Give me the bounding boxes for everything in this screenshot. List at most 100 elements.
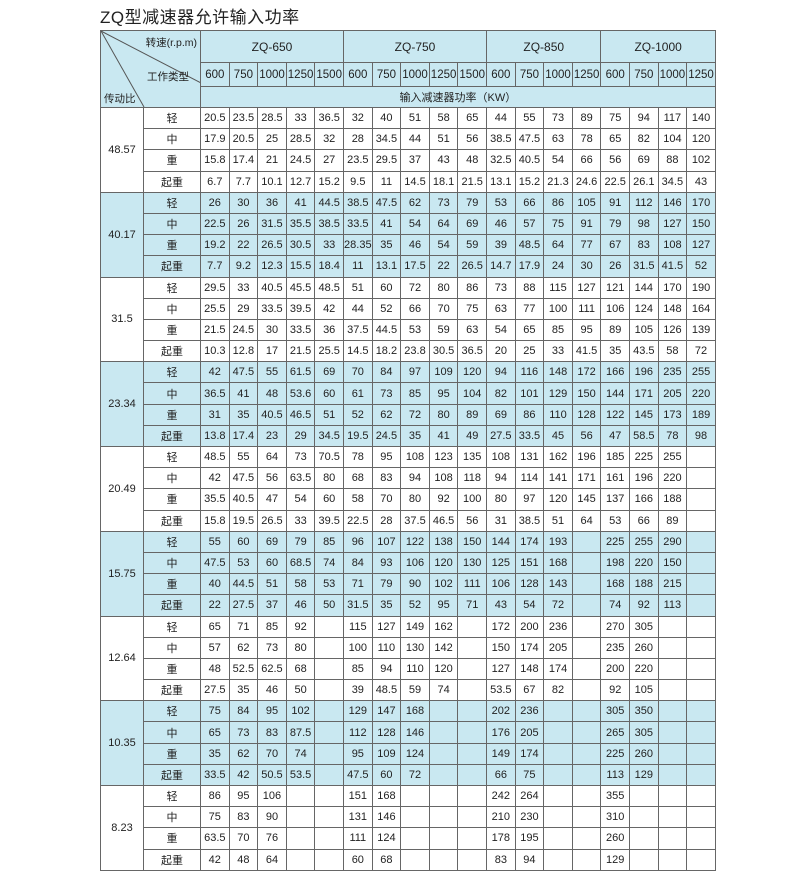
power-value-cell (686, 530, 716, 553)
power-value-cell: 105 (571, 191, 602, 214)
power-value-cell: 36.5 (314, 106, 345, 130)
power-value-cell: 127 (571, 276, 602, 299)
power-value-cell (686, 806, 716, 829)
power-value-cell: 58 (428, 106, 459, 130)
speed-header: 600 (486, 62, 516, 87)
table-row: 重 15.8 17.4 21 24.5 27 23.5 29.5 37 43 48 32.5 40.5 5… (101, 149, 716, 172)
power-value-cell: 11 (343, 255, 373, 278)
power-value-cell: 264 (514, 784, 545, 808)
power-value-cell: 129 (629, 763, 659, 787)
ratio-cell: 20.49 (100, 446, 144, 532)
power-value-cell: 15.5 (285, 255, 316, 278)
table-row: 重 19.2 22 26.5 30.5 33 28.35 35 46 54 59 39 48.5 64 77… (101, 234, 716, 257)
power-value-cell: 42 (200, 848, 230, 871)
ratio-cell: 48.57 (100, 107, 144, 193)
power-value-cell: 220 (629, 551, 659, 575)
power-value-cell: 54 (543, 149, 573, 172)
model-header: ZQ-850 (486, 30, 602, 63)
power-value-cell (686, 636, 716, 659)
work-type-cell: 轻 (143, 700, 201, 723)
power-value-cell (571, 848, 602, 871)
power-value-cell: 131 (343, 806, 373, 829)
power-value-cell: 35.5 (285, 212, 316, 236)
power-value-cell: 61 (343, 382, 373, 405)
power-value-cell: 101 (514, 382, 545, 405)
power-value-cell: 110 (400, 657, 430, 681)
power-value-cell: 60 (257, 551, 287, 575)
power-value-cell: 41.5 (657, 255, 688, 278)
power-value-cell: 85 (400, 382, 430, 405)
power-value-cell: 200 (600, 657, 630, 681)
power-value-cell: 128 (571, 403, 602, 426)
power-value-cell (571, 573, 602, 596)
power-value-cell: 164 (686, 297, 716, 320)
power-value-cell: 63 (457, 318, 488, 342)
power-value-cell: 47.5 (371, 191, 402, 214)
power-value-cell: 37.5 (400, 509, 430, 532)
power-value-cell: 35 (600, 340, 630, 363)
power-value-cell: 37.5 (343, 318, 373, 342)
power-value-cell (571, 700, 602, 723)
speed-header: 1500 (314, 62, 345, 87)
power-value-cell: 43 (486, 594, 516, 617)
power-value-cell: 6.7 (200, 170, 230, 193)
power-value-cell: 174 (514, 530, 545, 553)
power-value-cell: 102 (686, 149, 716, 172)
power-value-cell (457, 721, 488, 744)
speed-header: 1500 (457, 62, 488, 87)
power-value-cell: 12.8 (228, 340, 259, 363)
diagonal-header-cell: 转速(r.p.m) 工作类型 传动比 (100, 30, 201, 108)
power-value-cell: 32.5 (486, 149, 516, 172)
power-value-cell: 125 (486, 551, 516, 575)
power-value-cell: 83 (228, 806, 259, 829)
power-value-cell (457, 827, 488, 850)
power-value-cell: 44.5 (314, 191, 345, 214)
power-value-cell: 82 (486, 382, 516, 405)
power-value-cell (314, 657, 345, 681)
power-value-cell: 151 (343, 784, 373, 808)
power-value-cell: 54 (400, 212, 430, 236)
speed-header: 1250 (428, 62, 459, 87)
power-value-cell (428, 806, 459, 829)
power-value-cell (686, 784, 716, 808)
power-value-cell: 168 (600, 573, 630, 596)
power-value-cell: 150 (457, 530, 488, 553)
power-value-cell: 62 (228, 742, 259, 765)
power-value-cell: 87.5 (285, 721, 316, 744)
power-value-cell: 265 (600, 721, 630, 744)
power-value-cell: 73 (228, 721, 259, 744)
table-row: 重 35.5 40.5 47 54 60 58 70 80 92 100 80 97 120 145 137 1… (101, 488, 716, 511)
power-value-cell: 150 (571, 382, 602, 405)
power-value-cell: 12.7 (285, 170, 316, 193)
power-value-cell: 129 (600, 848, 630, 871)
power-value-cell: 20.5 (200, 106, 230, 130)
power-value-cell: 106 (600, 297, 630, 320)
power-value-cell (543, 742, 573, 765)
power-value-cell (571, 594, 602, 617)
speed-header: 600 (343, 62, 373, 87)
power-value-cell: 112 (629, 191, 659, 214)
power-value-cell: 65 (200, 721, 230, 744)
power-value-cell: 54 (486, 318, 516, 342)
table-row: 23.34 轻 42 47.5 55 61.5 69 70 84 97 109 120 94 116 148… (100, 361, 716, 447)
power-value-cell: 70.5 (314, 445, 345, 469)
power-value-cell: 185 (600, 445, 630, 469)
ratio-label: 传动比 (104, 93, 136, 105)
power-value-cell: 162 (428, 615, 459, 638)
power-value-cell: 59 (457, 234, 488, 257)
power-value-cell: 60 (343, 848, 373, 871)
ratio-cell: 23.34 (100, 361, 144, 447)
power-value-cell: 255 (657, 445, 688, 469)
power-value-cell: 94 (629, 106, 659, 130)
power-value-cell: 48 (200, 657, 230, 681)
power-value-cell: 58 (285, 573, 316, 596)
power-value-cell: 116 (514, 361, 545, 384)
power-value-cell (657, 657, 688, 681)
power-value-cell: 31.5 (343, 594, 373, 617)
power-value-cell: 127 (657, 212, 688, 236)
power-value-cell: 25.5 (200, 297, 230, 320)
power-value-cell: 104 (457, 382, 488, 405)
power-value-cell (543, 827, 573, 850)
speed-header: 1250 (285, 62, 316, 87)
power-value-cell: 47.5 (228, 467, 259, 490)
